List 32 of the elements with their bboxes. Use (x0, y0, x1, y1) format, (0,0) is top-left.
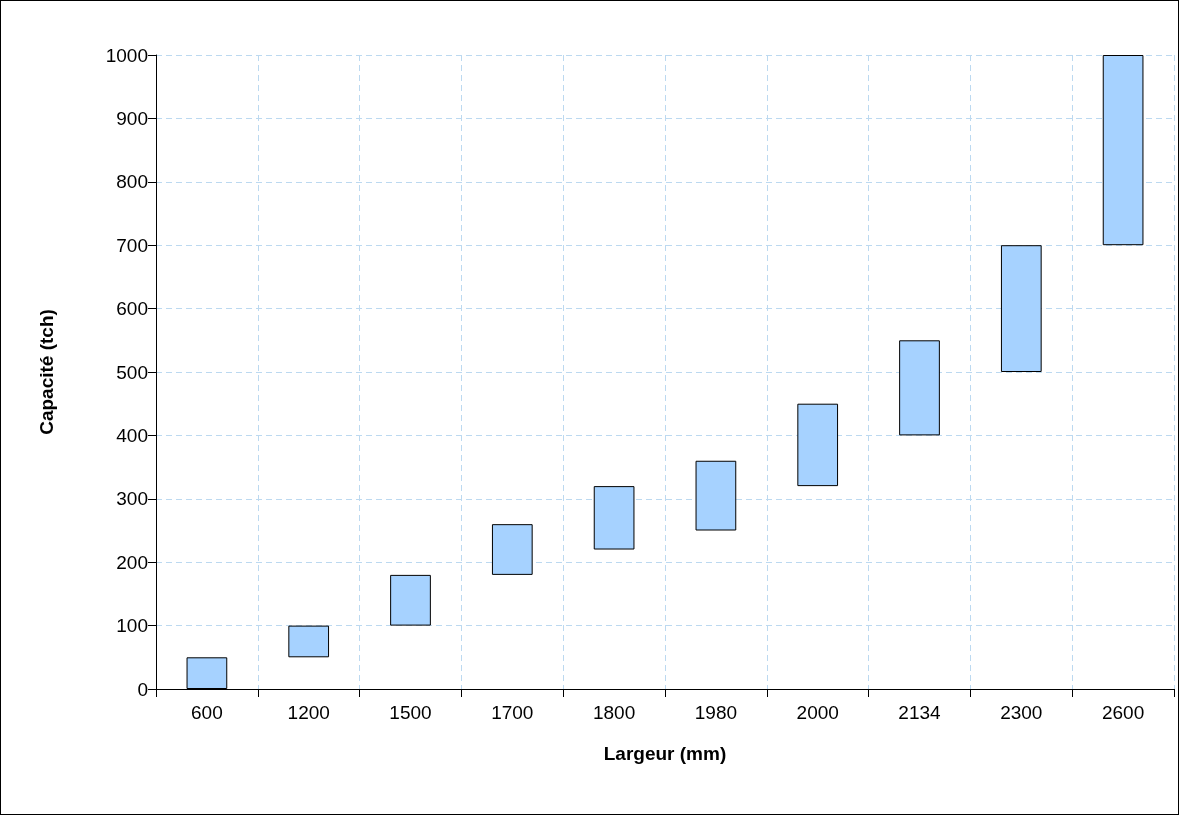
bar (593, 486, 635, 550)
y-tick-label: 200 (116, 551, 148, 573)
y-tick-label: 700 (116, 234, 148, 256)
x-tick-label: 2000 (796, 702, 839, 723)
x-tick-label: 1800 (592, 702, 636, 723)
bar (899, 340, 940, 436)
x-tick-label: 1500 (389, 702, 432, 723)
bar (695, 460, 737, 531)
y-tick-label: 400 (116, 424, 148, 446)
y-tick-label: 1000 (105, 44, 148, 66)
bar (390, 574, 431, 626)
y-tick-label: 500 (116, 361, 148, 383)
y-tick-label: 900 (116, 107, 148, 129)
bar (1102, 55, 1144, 246)
x-axis-title: Largeur (mm) (603, 743, 727, 764)
y-tick-label: 300 (116, 488, 148, 510)
bar (288, 625, 330, 658)
bar (491, 524, 533, 575)
x-tick-label: 1700 (491, 702, 534, 723)
x-tick-label: 2600 (1101, 702, 1145, 723)
y-axis-title: Capacité (tch) (36, 309, 57, 435)
x-tick-label: 1980 (694, 702, 738, 723)
bar (1000, 245, 1042, 372)
y-tick-label: 600 (116, 298, 148, 320)
bar (797, 403, 839, 487)
x-tick-label: 2134 (898, 702, 942, 723)
y-tick-label: 100 (116, 615, 148, 637)
y-tick-label: 0 (137, 678, 148, 700)
x-tick-label: 1200 (287, 702, 330, 723)
y-tick-label: 800 (116, 171, 148, 193)
x-tick-label: 2300 (1000, 702, 1043, 723)
x-tick-label: 600 (191, 702, 223, 723)
